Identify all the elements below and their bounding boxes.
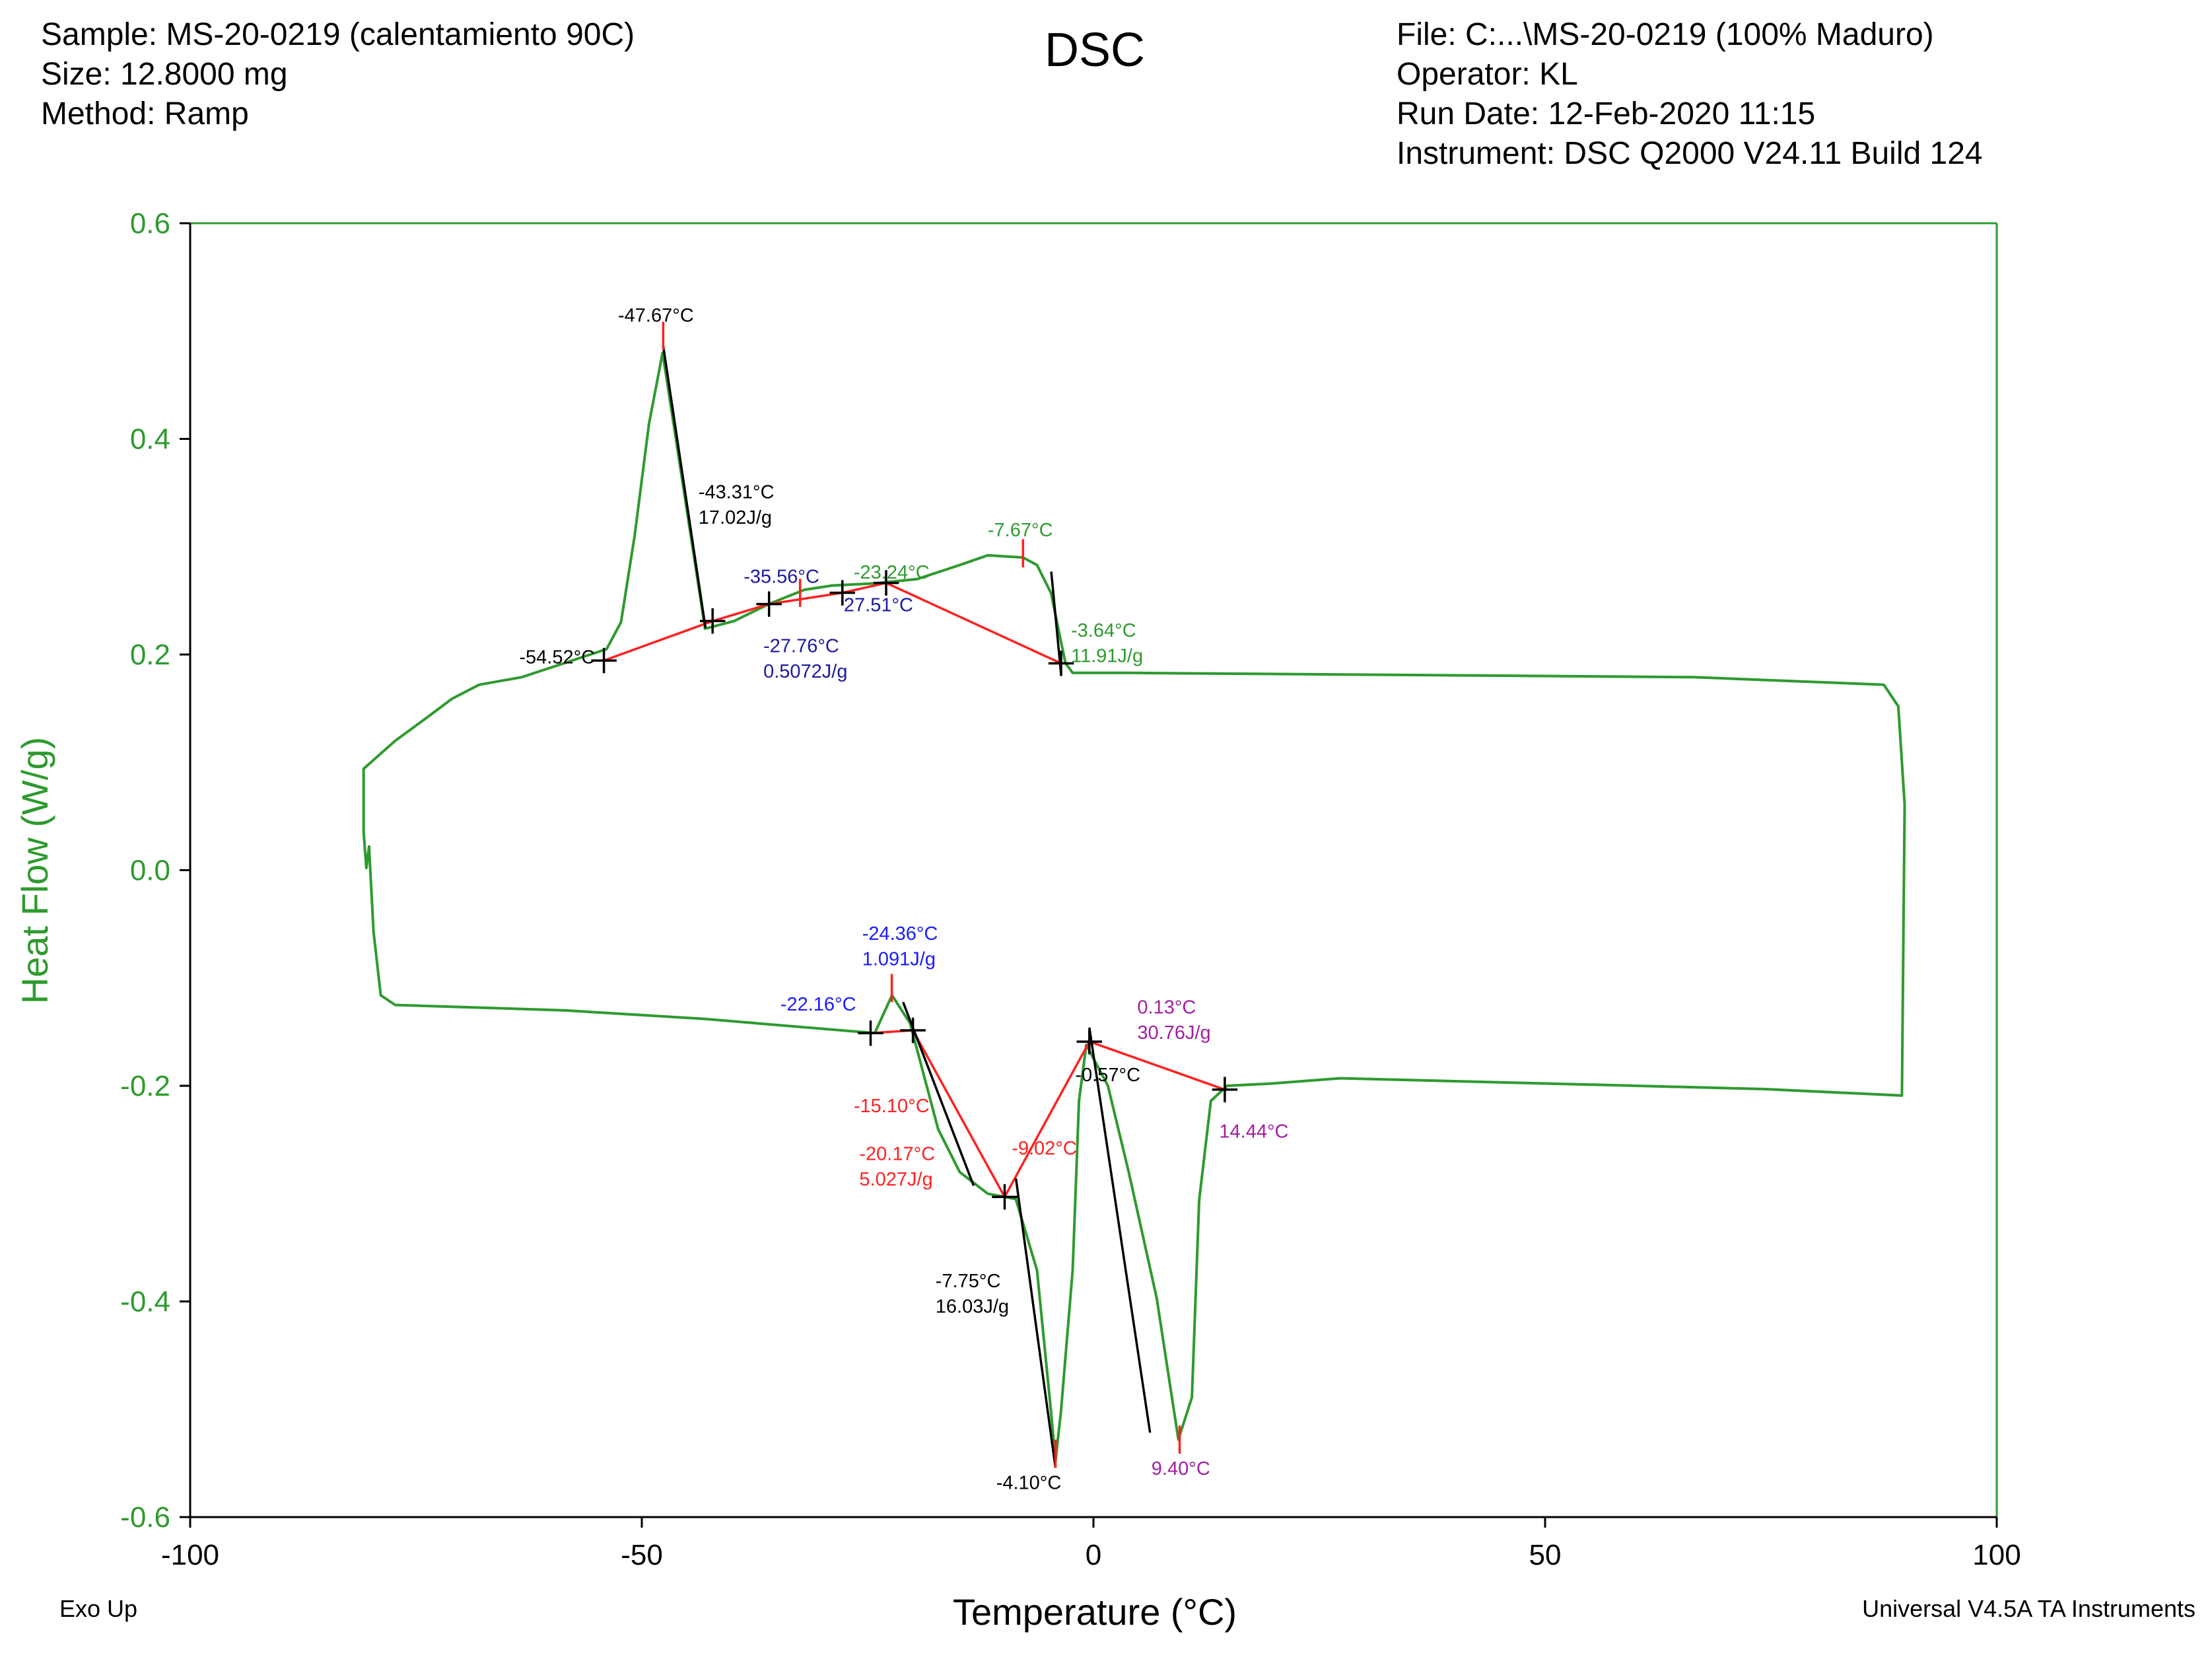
annotation: -47.67°C <box>618 305 694 326</box>
footer-right: Universal V4.5A TA Instruments <box>1862 1595 2195 1622</box>
annotation: 30.76J/g <box>1137 1022 1210 1044</box>
annotation: -27.76°C <box>763 635 839 657</box>
annotation: 17.02J/g <box>699 507 772 528</box>
x-tick-label: 0 <box>1086 1539 1101 1571</box>
annotation: 27.51°C <box>844 594 913 616</box>
annotation: -54.52°C <box>519 647 595 668</box>
annotation: 9.40°C <box>1152 1458 1210 1479</box>
y-tick-label: 0.4 <box>130 423 170 456</box>
header-right-line: Run Date: 12-Feb-2020 11:15 <box>1397 96 1815 131</box>
annotation: -9.02°C <box>1012 1138 1077 1159</box>
annotation: -23.24°C <box>854 562 930 583</box>
annotation: -35.56°C <box>743 567 819 588</box>
x-axis-title: Temperature (°C) <box>953 1591 1237 1633</box>
annotation: -3.64°C <box>1071 620 1136 641</box>
y-axis-title: Heat Flow (W/g) <box>14 737 55 1005</box>
annotation: 5.027J/g <box>859 1169 932 1190</box>
annotation: -20.17°C <box>859 1144 935 1165</box>
annotation: 11.91J/g <box>1071 645 1143 666</box>
data-line <box>362 351 1906 1463</box>
annotation: -15.10°C <box>854 1096 930 1117</box>
annotation: -43.31°C <box>699 481 775 503</box>
y-tick-label: -0.2 <box>120 1070 170 1102</box>
header-right-line: Operator: KL <box>1397 57 1578 92</box>
tangent-line <box>1088 1027 1152 1433</box>
y-tick-label: -0.4 <box>120 1286 170 1318</box>
chart-title: DSC <box>1045 24 1145 77</box>
annotation: 16.03J/g <box>936 1296 1009 1317</box>
annotation: 14.44°C <box>1219 1121 1288 1142</box>
tangent-line <box>902 1001 975 1186</box>
baseline-red <box>604 581 1062 664</box>
x-tick-label: -50 <box>621 1539 663 1571</box>
annotation: -7.75°C <box>936 1271 1001 1292</box>
x-tick-label: 100 <box>1972 1539 2021 1571</box>
x-tick-label: -100 <box>161 1539 219 1571</box>
header-right-line: File: C:...\MS-20-0219 (100% Maduro) <box>1397 17 1934 52</box>
tangent-line <box>662 345 707 629</box>
header-left-line: Size: 12.8000 mg <box>41 57 288 92</box>
annotation: -22.16°C <box>780 994 856 1015</box>
y-tick-label: 0.2 <box>130 639 170 671</box>
x-tick-label: 50 <box>1529 1539 1562 1571</box>
annotation: -24.36°C <box>862 923 938 944</box>
header-left-line: Method: Ramp <box>41 96 249 131</box>
annotation: -4.10°C <box>996 1473 1062 1494</box>
tangent-line <box>1050 571 1062 675</box>
annotation: 0.5072J/g <box>763 661 847 682</box>
y-tick-label: 0.0 <box>130 855 170 887</box>
annotation: -0.57°C <box>1075 1065 1140 1086</box>
annotation: 0.13°C <box>1137 997 1196 1018</box>
y-tick-label: -0.6 <box>120 1501 170 1534</box>
footer-left: Exo Up <box>59 1595 137 1622</box>
annotation: 1.091J/g <box>862 949 936 970</box>
header-right-line: Instrument: DSC Q2000 V24.11 Build 124 <box>1397 136 1983 171</box>
header-left-line: Sample: MS-20-0219 (calentamiento 90C) <box>41 17 635 52</box>
tangent-line <box>1014 1178 1057 1468</box>
annotation: -7.67°C <box>988 520 1053 541</box>
y-tick-label: 0.6 <box>130 207 170 240</box>
